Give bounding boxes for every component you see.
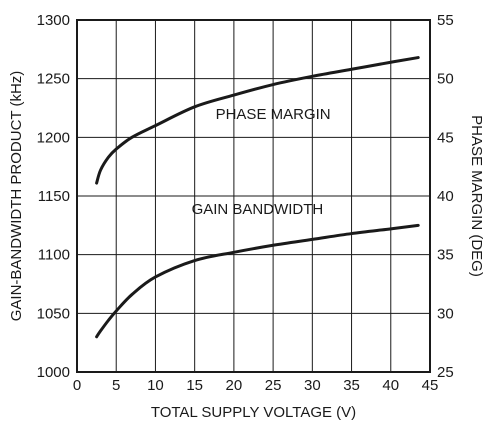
y2-tick-label: 35 [437, 247, 454, 264]
y-tick-label: 1050 [37, 305, 70, 322]
gain-bandwidth-label: GAIN BANDWIDTH [192, 201, 324, 218]
phase-margin-label: PHASE MARGIN [216, 106, 331, 123]
y-tick-label: 1300 [37, 12, 70, 29]
y-tick-label: 1150 [38, 188, 70, 205]
y2-tick-label: 30 [437, 305, 454, 322]
y2-axis-title: PHASE MARGIN (DEG) [468, 115, 485, 277]
y2-tick-label: 45 [437, 129, 454, 146]
x-tick-label: 40 [382, 377, 399, 394]
x-tick-label: 45 [422, 377, 439, 394]
x-tick-label: 20 [226, 377, 243, 394]
x-axis-title: TOTAL SUPPLY VOLTAGE (V) [151, 404, 356, 421]
grid [77, 20, 430, 372]
x-tick-label: 0 [73, 377, 81, 394]
plot-frame [76, 19, 431, 373]
y-tick-label: 1250 [37, 71, 70, 88]
y2-tick-label: 55 [437, 12, 454, 29]
x-tick-label: 25 [265, 377, 282, 394]
y2-tick-label: 40 [437, 188, 454, 205]
x-tick-label: 5 [112, 377, 120, 394]
series-layer [95, 56, 420, 339]
tick-labels: 0 5 10 15 20 25 30 35 40 45 1000 1050 1100 1150 1200 12… [37, 12, 454, 394]
y-tick-label: 1200 [37, 129, 70, 146]
phase-margin-curve [95, 56, 420, 185]
y-tick-label: 1100 [38, 247, 70, 264]
x-tick-label: 10 [147, 377, 164, 394]
x-tick-label: 35 [343, 377, 360, 394]
y-tick-label: 1000 [37, 364, 70, 381]
y2-tick-label: 25 [437, 364, 454, 381]
x-tick-label: 15 [186, 377, 203, 394]
gain-bandwidth-curve [95, 223, 420, 339]
y-axis-title: GAIN-BANDWIDTH PRODUCT (kHz) [8, 71, 25, 322]
y2-tick-label: 50 [437, 71, 454, 88]
x-tick-label: 30 [304, 377, 321, 394]
